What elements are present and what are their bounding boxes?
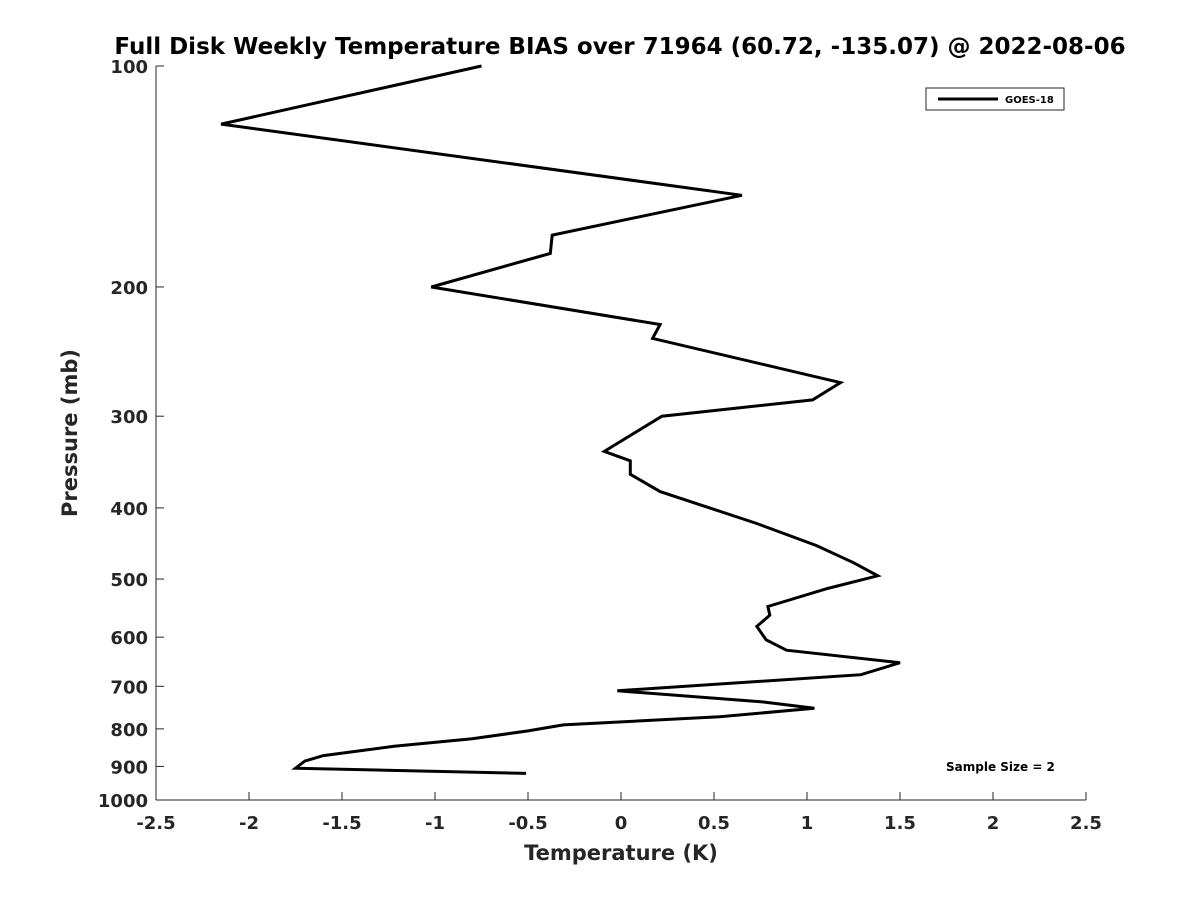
x-tick-label: -2 (239, 813, 259, 834)
x-axis-ticks: -2.5 -2 -1.5 -1 -0.5 0 0.5 1 1.5 2 2.5 (136, 792, 1102, 834)
x-tick-label: -2.5 (136, 813, 175, 834)
y-tick-label: 900 (110, 757, 148, 778)
y-tick-label: 200 (110, 278, 148, 299)
series-layer (220, 64, 901, 775)
x-tick-label: 2 (987, 813, 1000, 834)
y-tick-label: 500 (110, 570, 148, 591)
x-tick-label: 0.5 (698, 813, 730, 834)
y-tick-label: 100 (110, 57, 148, 78)
y-tick-label: 300 (110, 407, 148, 428)
y-axis-ticks: 100 200 300 400 500 600 700 800 900 1000 (98, 57, 164, 812)
legend: GOES-18 (925, 87, 1065, 111)
legend-label-goes-18: GOES-18 (1005, 95, 1054, 106)
x-tick-label: -0.5 (508, 813, 547, 834)
y-tick-label: 800 (110, 720, 148, 741)
y-tick-label: 1000 (98, 791, 148, 812)
y-axis-label: Pressure (mb) (58, 349, 82, 517)
y-tick-label: 400 (110, 499, 148, 520)
x-tick-label: -1.5 (322, 813, 361, 834)
chart-title: Full Disk Weekly Temperature BIAS over 7… (114, 34, 1125, 60)
y-tick-label: 700 (110, 677, 148, 698)
sample-size-annotation: Sample Size = 2 (946, 760, 1055, 774)
x-tick-label: -1 (425, 813, 445, 834)
x-tick-label: 1 (801, 813, 814, 834)
x-tick-label: 0 (615, 813, 628, 834)
x-tick-label: 1.5 (884, 813, 916, 834)
y-tick-label: 600 (110, 628, 148, 649)
x-tick-label: 2.5 (1070, 813, 1102, 834)
series-line-goes-18 (220, 64, 901, 775)
x-axis-label: Temperature (K) (524, 841, 718, 865)
